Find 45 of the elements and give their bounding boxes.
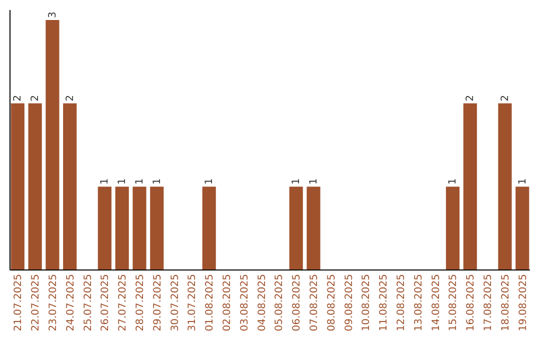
x-tick-label: 12.08.2025 [396,274,408,332]
x-tick-label: 30.07.2025 [170,274,181,332]
x-tick-label: 14.08.2025 [430,274,442,332]
x-tick-label: 15.08.2025 [448,274,460,332]
x-tick-label: 21.07.2025 [13,274,24,332]
data-label: 2 [64,94,76,102]
x-tick-label: 24.07.2025 [65,274,76,332]
x-tick-label: 25.07.2025 [82,274,94,332]
data-label: 1 [308,178,320,185]
x-tick-label: 17.08.2025 [483,274,494,332]
data-label: 1 [100,178,111,185]
data-label: 1 [517,178,528,185]
x-tick-label: 02.08.2025 [222,274,233,332]
x-tick-label: 04.08.2025 [256,274,268,332]
x-tick-label: 23.07.2025 [48,274,59,332]
x-tick-label: 29.07.2025 [152,274,164,332]
x-tick-label: 09.08.2025 [344,274,355,332]
x-tick-label: 18.08.2025 [500,274,512,332]
data-label: 2 [465,94,476,102]
x-tick-label: 10.08.2025 [361,274,372,332]
x-tick-label: 22.07.2025 [30,274,42,332]
data-label: 2 [500,94,511,102]
x-tick-label: 28.07.2025 [134,274,146,332]
x-tick-label: 03.08.2025 [239,274,250,332]
x-tick-label: 05.08.2025 [274,274,286,332]
x-tick-label: 27.07.2025 [118,274,129,332]
data-label: 2 [30,94,42,102]
data-label: 1 [117,178,128,185]
x-tick-label: 16.08.2025 [466,274,477,332]
data-label: 1 [448,178,459,185]
data-label: 3 [47,12,58,18]
data-label: 1 [134,178,146,185]
data-label: 2 [12,94,24,102]
x-tick-label: 31.07.2025 [187,274,198,332]
x-tick-label: 11.08.2025 [378,274,390,332]
x-tick-label: 13.08.2025 [413,274,424,332]
data-label: 1 [152,178,163,185]
data-label: 1 [204,178,216,185]
x-tick-label: 19.08.2025 [518,274,529,332]
data-label: 1 [291,178,302,185]
x-tick-label: 08.08.2025 [326,274,338,332]
x-tick-label: 07.08.2025 [309,274,320,332]
x-tick-label: 01.08.2025 [204,274,216,332]
x-tick-label: 26.07.2025 [100,274,112,332]
x-tick-label: 06.08.2025 [292,274,303,332]
